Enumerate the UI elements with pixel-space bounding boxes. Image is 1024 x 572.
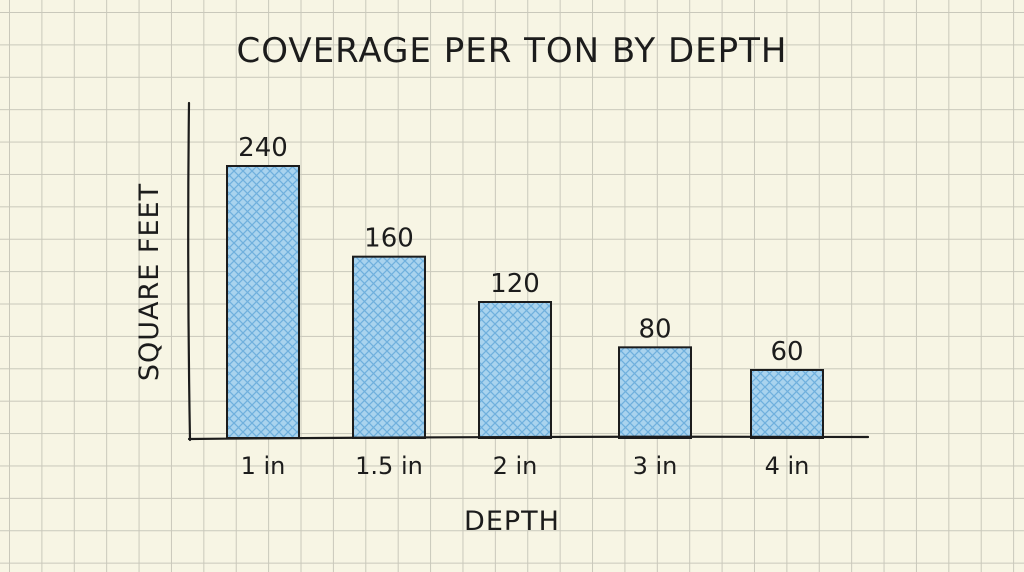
- bar-hatch-3: [618, 346, 692, 440]
- x-tick-label-3: 3 in: [633, 452, 678, 480]
- y-axis-line: [187, 101, 192, 442]
- chart-title: COVERAGE PER TON BY DEPTH: [237, 31, 788, 71]
- bar-value-label-4: 60: [770, 337, 803, 367]
- bar-value-label-2: 120: [490, 269, 540, 299]
- x-tick-label-2: 2 in: [493, 452, 538, 480]
- x-tick-label-1: 1.5 in: [355, 452, 423, 480]
- bar-hatch-4: [750, 369, 824, 439]
- x-axis-line: [187, 435, 870, 441]
- bar-value-label-0: 240: [238, 133, 288, 163]
- x-tick-label-0: 1 in: [241, 452, 286, 480]
- bar-hatch-0: [226, 165, 300, 439]
- bar-value-label-1: 160: [364, 224, 414, 254]
- x-axis-label: DEPTH: [464, 506, 560, 537]
- bar-hatch-1: [352, 255, 426, 439]
- y-axis-label: SQUARE FEET: [134, 183, 165, 381]
- bar-hatch-2: [478, 301, 552, 439]
- bar-value-label-3: 80: [638, 314, 671, 344]
- bars-group: 240 1 in 160 1.5 in 120 2 in 80 3 in 60 4 in: [226, 133, 824, 480]
- x-tick-label-4: 4 in: [765, 452, 810, 480]
